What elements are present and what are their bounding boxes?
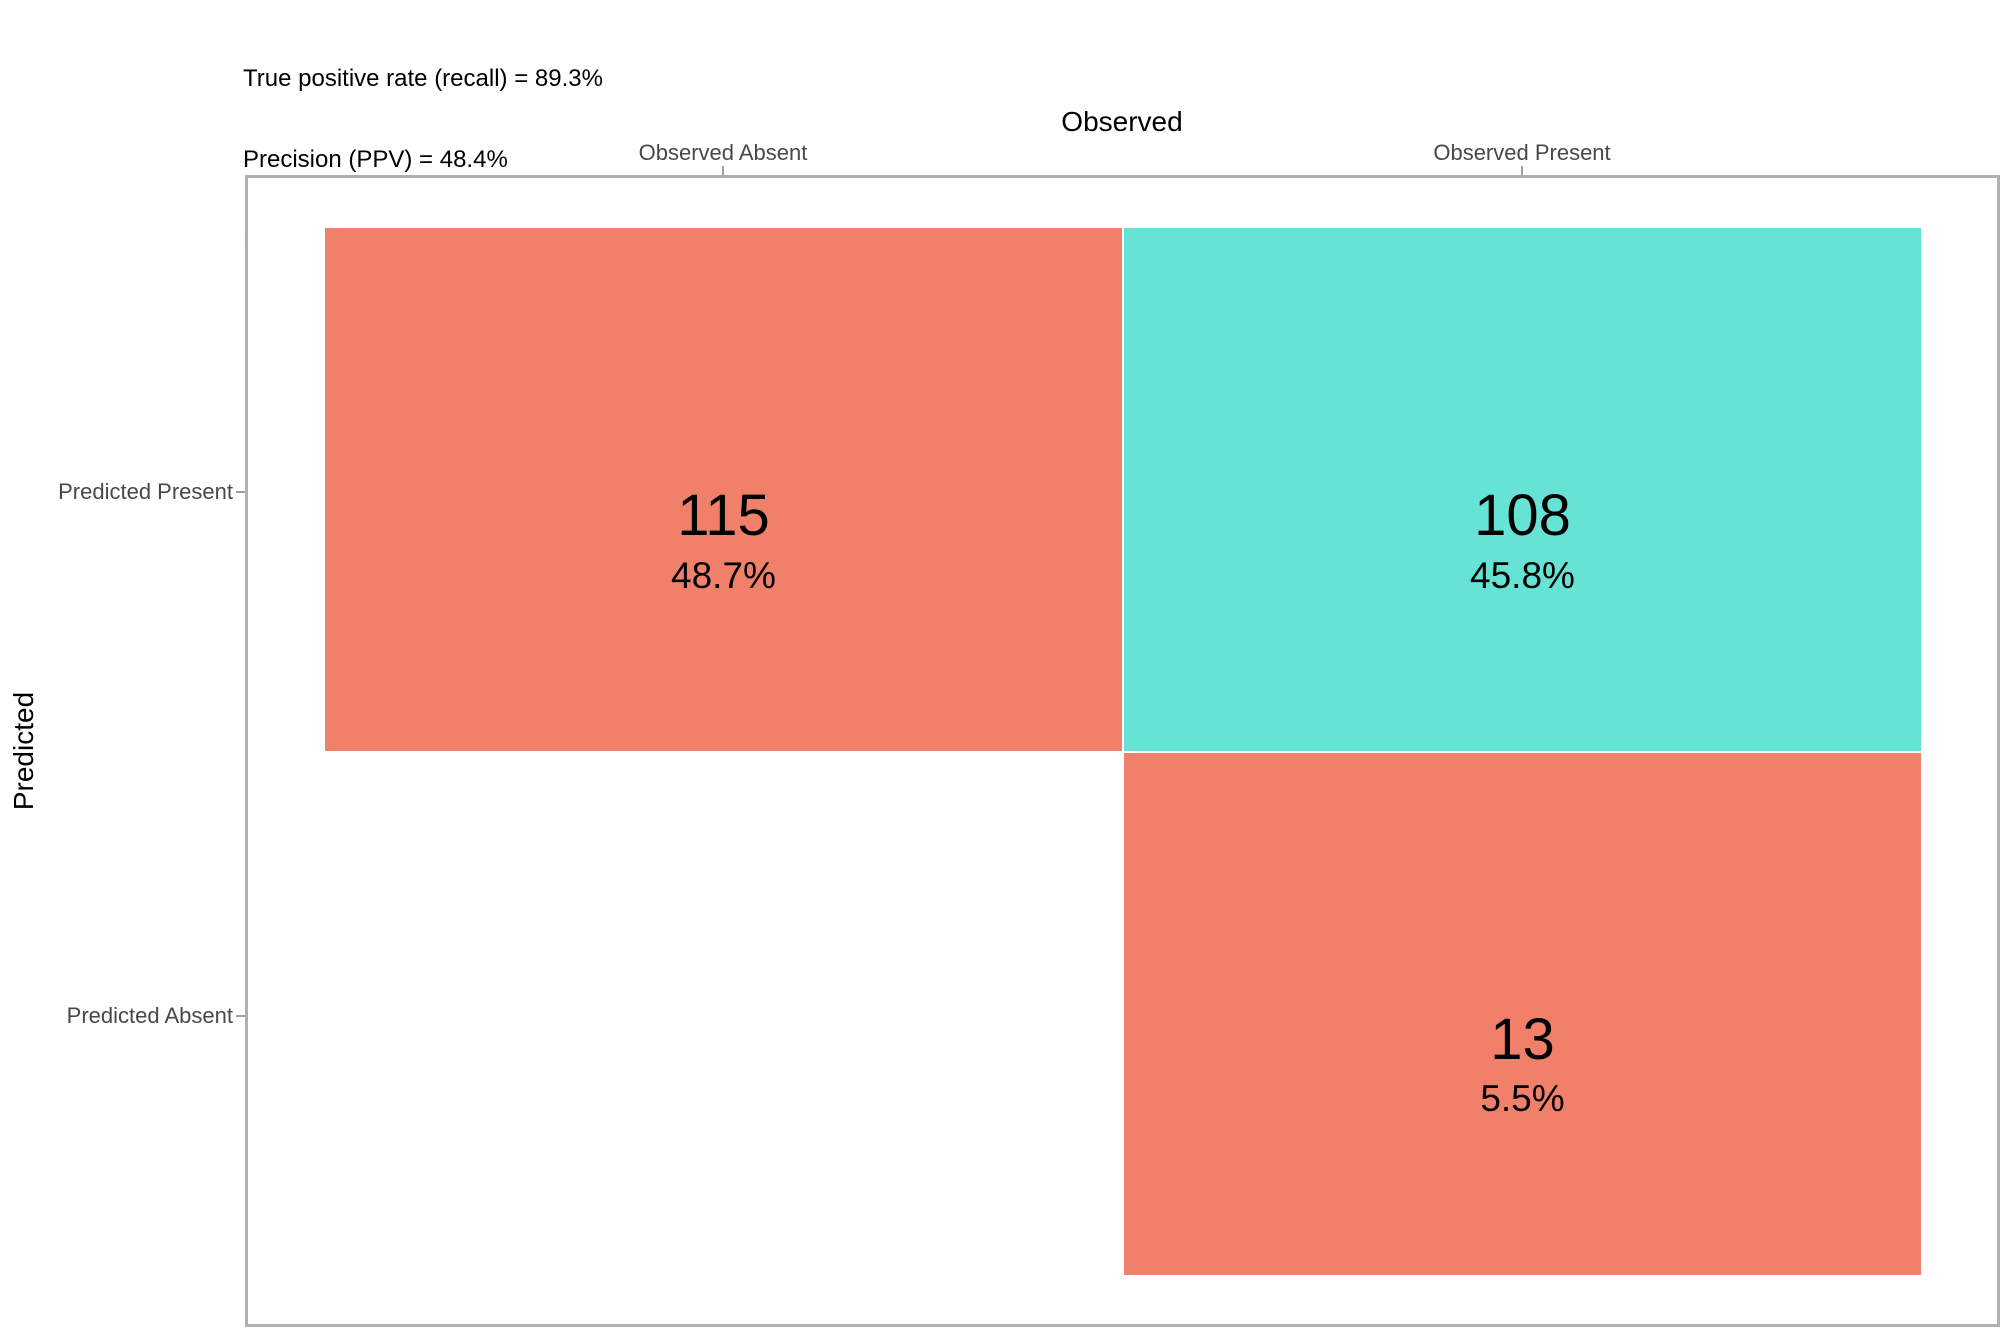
cell-count-tp: 108 [1474,483,1571,548]
recall-stat: True positive rate (recall) = 89.3% [243,65,603,92]
cell-percent-fp: 48.7% [671,555,776,596]
y-axis-title: Predicted [8,691,39,811]
x-tick-mark-present [1521,166,1523,175]
precision-stat: Precision (PPV) = 48.4% [243,146,508,173]
cell-count-fp: 115 [677,483,770,548]
cell-predicted-absent-observed-present [1124,753,1921,1275]
y-tick-label-predicted-present: Predicted Present [58,479,233,504]
cell-percent-fn: 5.5% [1480,1078,1565,1119]
y-tick-mark-predicted-absent [236,1015,245,1017]
cell-predicted-present-observed-absent [325,228,1122,751]
y-tick-mark-predicted-present [236,491,245,493]
cell-percent-tp: 45.8% [1470,555,1575,596]
cell-predicted-present-observed-present [1124,228,1921,751]
x-axis-title: Observed [1061,106,1183,137]
x-tick-mark-absent [722,166,724,175]
cell-count-fn: 13 [1490,1007,1555,1072]
x-tick-label-observed-absent: Observed Absent [638,140,808,165]
x-tick-label-observed-present: Observed Present [1433,140,1611,165]
y-tick-label-predicted-absent: Predicted Absent [66,1003,233,1028]
